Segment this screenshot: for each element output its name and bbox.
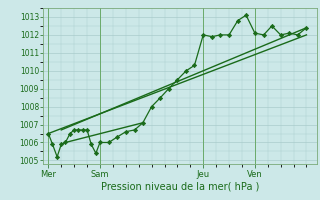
X-axis label: Pression niveau de la mer( hPa ): Pression niveau de la mer( hPa ) [101, 181, 259, 191]
